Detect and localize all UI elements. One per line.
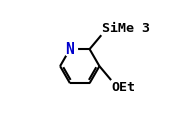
Text: OEt: OEt: [112, 81, 136, 94]
Text: SiMe 3: SiMe 3: [102, 22, 150, 35]
Text: N: N: [66, 42, 74, 57]
